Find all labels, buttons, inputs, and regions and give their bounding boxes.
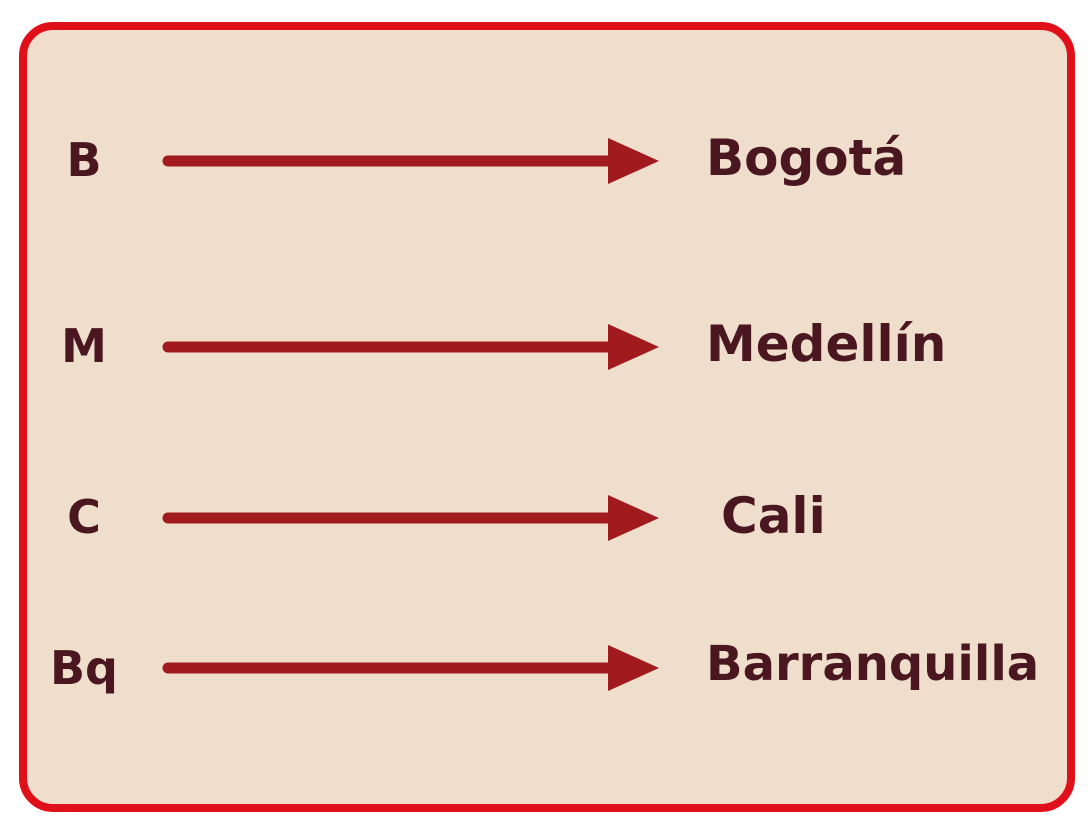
abbreviation-1: B [66,133,102,187]
arrow-1 [162,138,659,184]
abbreviation-3: C [67,490,101,544]
abbreviation-4: Bq [50,641,118,695]
city-3: Cali [721,487,826,545]
arrow-3 [162,495,659,541]
arrow-2 [162,324,659,370]
city-4: Barranquilla [706,636,1040,692]
arrow-4 [162,645,659,691]
mapping-panel [19,22,1075,812]
abbreviation-2: M [61,319,107,373]
city-2: Medellín [706,315,947,373]
city-1: Bogotá [706,129,907,187]
